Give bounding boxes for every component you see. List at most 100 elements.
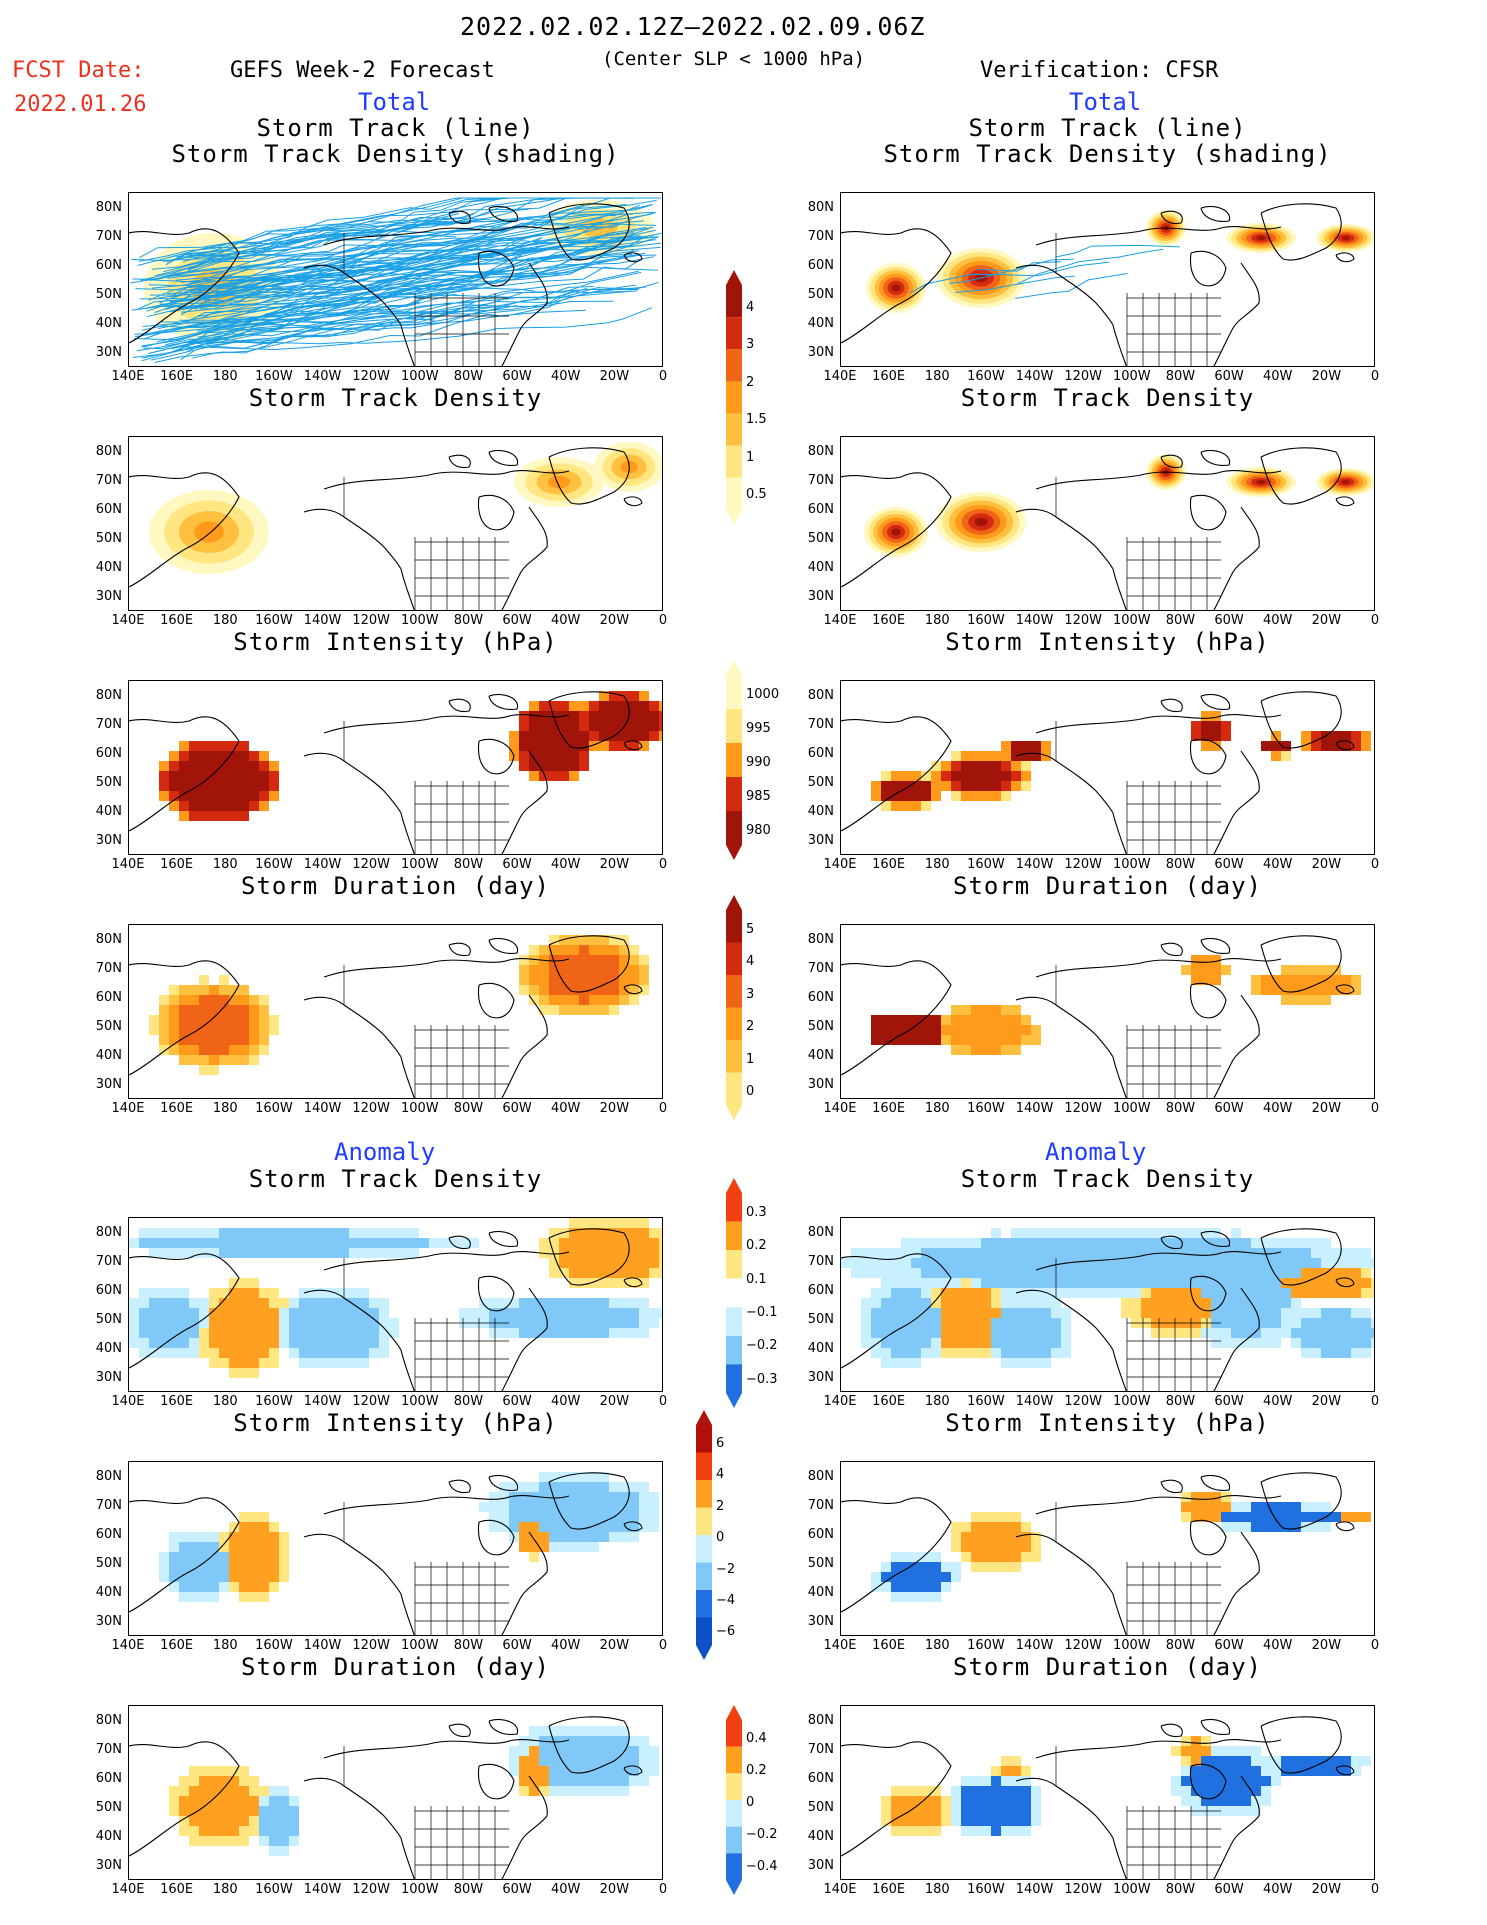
- map-panel-intensity-L: [128, 680, 663, 855]
- longitude-label: 0: [658, 613, 668, 628]
- panel-title-adensity-R-0: Storm Track Density: [960, 1165, 1255, 1193]
- total-label-left: Total: [358, 88, 431, 116]
- panel-title-duration-L-0: Storm Duration (day): [241, 872, 550, 900]
- map-graphic-adensity-R: [841, 1228, 1374, 1391]
- latitude-label: 40N: [95, 560, 122, 575]
- longitude-label: 140E: [111, 1101, 145, 1116]
- longitude-label: 140E: [111, 1882, 145, 1897]
- longitude-label: 80W: [1165, 369, 1196, 384]
- longitude-label: 80W: [1165, 857, 1196, 872]
- map-graphic-aduration-R: [841, 1716, 1371, 1879]
- panel-title-density-L-0: Storm Track Density: [248, 384, 543, 412]
- longitude-label: 40W: [551, 1101, 581, 1116]
- panel-title-intensity-R-0: Storm Intensity (hPa): [945, 628, 1270, 656]
- longitude-label: 160E: [872, 1882, 906, 1897]
- longitude-label: 100W: [400, 1394, 439, 1409]
- latitude-label: 40N: [95, 1341, 122, 1356]
- colorbar-tick-label: 2: [746, 374, 755, 390]
- longitude-label: 40W: [1263, 613, 1293, 628]
- latitude-label: 40N: [95, 1585, 122, 1600]
- colorbar-tick-label: −6: [716, 1624, 736, 1640]
- latitude-label: 70N: [95, 473, 122, 488]
- longitude-label: 20W: [1311, 369, 1342, 384]
- longitude-label: 40W: [551, 1638, 581, 1653]
- longitude-label: 80W: [453, 1394, 484, 1409]
- longitude-label: 40W: [1263, 1101, 1293, 1116]
- latitude-label: 30N: [95, 833, 122, 848]
- longitude-label: 80W: [1165, 613, 1196, 628]
- longitude-label: 120W: [1064, 1394, 1103, 1409]
- longitude-label: 160W: [967, 857, 1005, 872]
- longitude-label: 160W: [255, 1638, 293, 1653]
- longitude-label: 0: [1370, 1101, 1380, 1116]
- longitude-label: 40W: [551, 613, 581, 628]
- latitude-label: 30N: [95, 589, 122, 604]
- colorbar-tick-label: 980: [746, 823, 771, 839]
- latitude-label: 60N: [95, 990, 122, 1005]
- panel-title-aduration-L-0: Storm Duration (day): [241, 1653, 550, 1681]
- longitude-label: 40W: [1263, 369, 1293, 384]
- latitude-label: 30N: [807, 345, 834, 360]
- map-graphic-aintensity-L: [129, 1472, 659, 1635]
- panel-title-track-R-0: Storm Track (line): [968, 114, 1247, 142]
- colorbar-tick-label: 0: [746, 1084, 755, 1099]
- longitude-label: 100W: [1112, 1101, 1151, 1116]
- colorbar-tick-label: 1.5: [746, 412, 767, 427]
- latitude-label: 60N: [95, 502, 122, 517]
- longitude-label: 180: [924, 1394, 950, 1409]
- longitude-label: 180: [212, 1638, 238, 1653]
- latitude-label: 60N: [95, 258, 122, 273]
- colorbar-tick-label: 990: [746, 755, 771, 771]
- longitude-label: 140E: [823, 613, 857, 628]
- verification-column-title: Verification: CFSR: [980, 58, 1219, 83]
- panel-title-duration-R-0: Storm Duration (day): [953, 872, 1262, 900]
- latitude-label: 70N: [807, 473, 834, 488]
- criterion-subtitle: (Center SLP < 1000 hPa): [602, 48, 866, 70]
- longitude-label: 140E: [111, 613, 145, 628]
- latitude-label: 30N: [95, 1077, 122, 1092]
- latitude-label: 70N: [807, 961, 834, 976]
- colorbar-tick-label: 2: [746, 1019, 755, 1034]
- map-graphic-track-L: [129, 197, 662, 366]
- longitude-label: 80W: [453, 369, 484, 384]
- longitude-label: 160W: [967, 369, 1005, 384]
- longitude-label: 120W: [1064, 857, 1103, 872]
- longitude-label: 60W: [1214, 369, 1244, 384]
- longitude-label: 160W: [255, 857, 293, 872]
- longitude-label: 160E: [872, 369, 906, 384]
- colorbar-tick-label: 3: [746, 337, 755, 352]
- longitude-label: 140W: [1015, 1394, 1054, 1409]
- forecast-column-title: GEFS Week-2 Forecast: [230, 58, 495, 83]
- latitude-label: 40N: [807, 1341, 834, 1356]
- latitude-label: 30N: [95, 1614, 122, 1629]
- latitude-label: 70N: [95, 1498, 122, 1513]
- longitude-label: 0: [658, 1101, 668, 1116]
- longitude-label: 120W: [1064, 1882, 1103, 1897]
- map-panel-duration-R: [840, 924, 1375, 1099]
- latitude-label: 80N: [807, 1225, 834, 1240]
- latitude-label: 80N: [95, 200, 122, 215]
- latitude-label: 80N: [807, 1713, 834, 1728]
- map-panel-track-L: [128, 192, 663, 367]
- longitude-label: 180: [212, 1882, 238, 1897]
- anomaly-label-right: Anomaly: [1045, 1138, 1147, 1166]
- longitude-label: 100W: [1112, 1394, 1151, 1409]
- longitude-label: 60W: [502, 1394, 532, 1409]
- latitude-label: 30N: [95, 1858, 122, 1873]
- latitude-label: 80N: [807, 688, 834, 703]
- latitude-label: 50N: [95, 1312, 122, 1327]
- longitude-label: 160E: [872, 857, 906, 872]
- latitude-label: 60N: [95, 1771, 122, 1786]
- colorbar-tick-label: 0.5: [746, 487, 767, 502]
- longitude-label: 140W: [1015, 613, 1054, 628]
- longitude-label: 120W: [352, 857, 391, 872]
- latitude-label: 70N: [95, 1254, 122, 1269]
- longitude-label: 80W: [1165, 1394, 1196, 1409]
- colorbar-tick-label: 3: [746, 986, 755, 1002]
- map-graphic-intensity-R: [841, 691, 1371, 854]
- colorbar-tick-label: 4: [746, 954, 755, 969]
- colorbar-tick-label: 1000: [746, 687, 780, 703]
- colorbar-tick-label: 4: [716, 1467, 725, 1483]
- longitude-label: 40W: [551, 369, 581, 384]
- latitude-label: 80N: [95, 688, 122, 703]
